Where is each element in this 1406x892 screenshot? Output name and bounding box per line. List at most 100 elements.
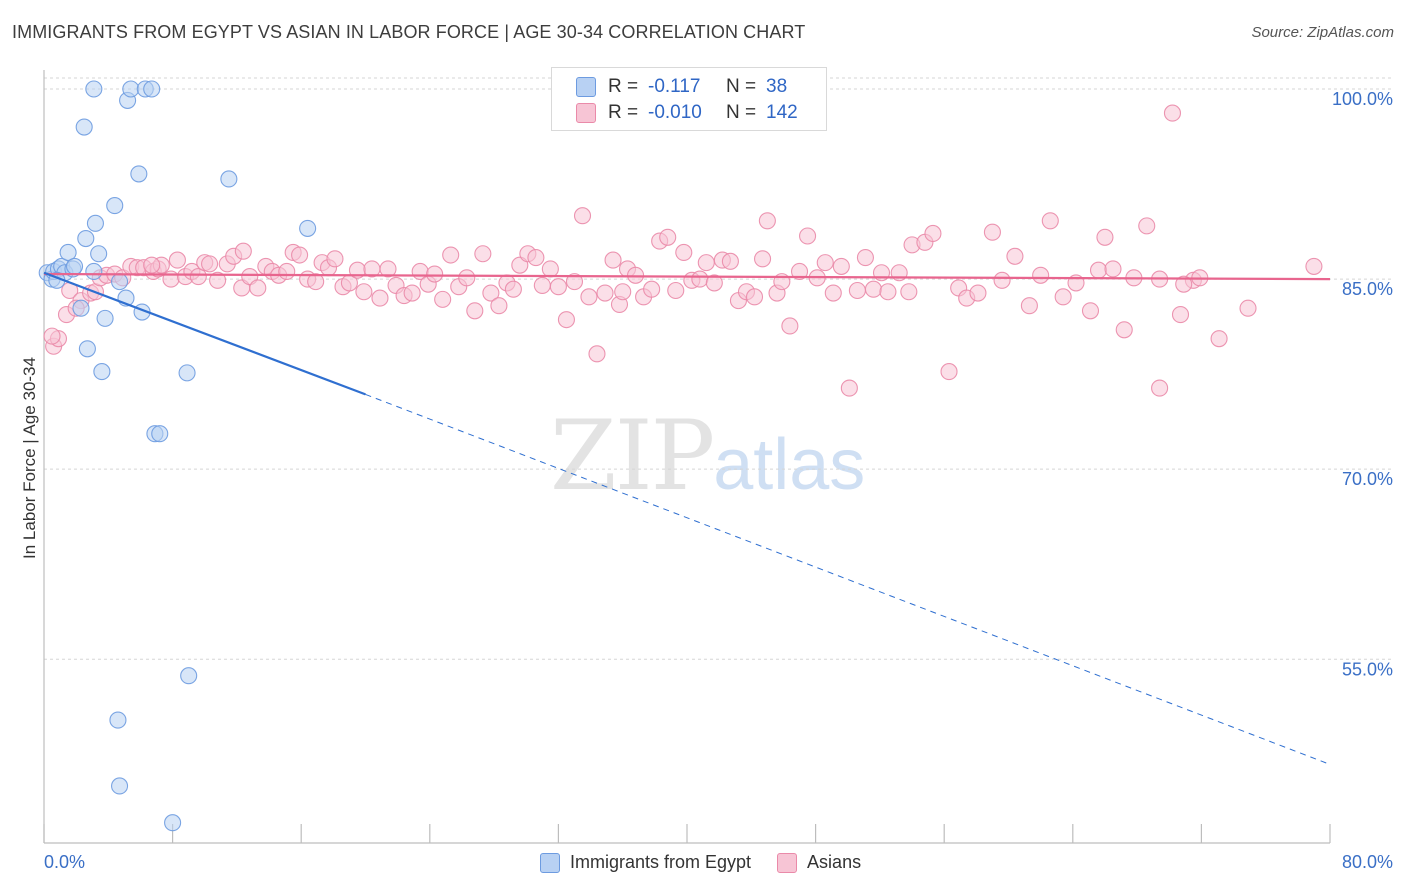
asians-point bbox=[824, 284, 842, 302]
egypt-point bbox=[85, 80, 103, 98]
asians-point bbox=[209, 271, 227, 289]
egypt-point bbox=[178, 364, 196, 382]
egypt-point bbox=[72, 299, 90, 317]
asians-point bbox=[614, 283, 632, 301]
asians-point bbox=[371, 289, 389, 307]
asians-point bbox=[993, 271, 1011, 289]
asians-point bbox=[1054, 288, 1072, 306]
legend-r-value: -0.010 bbox=[648, 102, 702, 123]
egypt-point bbox=[106, 197, 124, 215]
legend-r-label: R = bbox=[608, 102, 639, 123]
legend-item-asians[interactable]: Asians bbox=[777, 852, 861, 873]
asians-point bbox=[604, 251, 622, 269]
asians-point bbox=[1210, 330, 1228, 348]
asians-point bbox=[307, 273, 325, 291]
legend-swatch-blue bbox=[540, 852, 560, 873]
stats-legend: R = -0.117 N = 38 R = -0.010 N = 142 bbox=[551, 67, 827, 131]
asians-point bbox=[1171, 306, 1190, 324]
asians-point bbox=[1020, 297, 1038, 315]
asians-point bbox=[189, 268, 207, 286]
x-tick-label-min: 0.0% bbox=[44, 852, 86, 872]
asians-point bbox=[541, 260, 559, 278]
asians-point bbox=[426, 265, 444, 283]
axis-layer bbox=[43, 70, 1331, 844]
asians-point bbox=[249, 279, 267, 297]
asians-point bbox=[705, 274, 723, 292]
legend-label-egypt: Immigrants from Egypt bbox=[570, 852, 752, 872]
chart-source: Source: ZipAtlas.com bbox=[1251, 24, 1394, 41]
asians-point bbox=[588, 345, 606, 363]
asians-point bbox=[442, 246, 460, 264]
asians-point bbox=[143, 256, 161, 274]
asians-point bbox=[1096, 228, 1114, 246]
asians-point bbox=[482, 284, 500, 302]
egypt-point bbox=[96, 309, 114, 327]
asians-point bbox=[490, 297, 508, 315]
asians-point bbox=[466, 302, 484, 320]
asians-point bbox=[879, 283, 897, 301]
legend-swatch-pink bbox=[777, 852, 798, 873]
asians-point bbox=[754, 250, 772, 268]
asians-point bbox=[667, 281, 685, 300]
y-tick-label: 100.0% bbox=[1332, 89, 1393, 109]
asians-point bbox=[1239, 299, 1257, 317]
asians-point bbox=[234, 242, 252, 260]
asians-point bbox=[580, 288, 598, 306]
asians-point bbox=[983, 223, 1001, 241]
legend-n-label: N = bbox=[726, 102, 757, 123]
egypt-point bbox=[111, 273, 129, 291]
egypt-point bbox=[77, 229, 95, 248]
legend-row-asians: R = -0.010 N = 142 bbox=[576, 101, 798, 125]
egypt-point bbox=[78, 340, 96, 358]
legend-r-value: -0.117 bbox=[648, 76, 701, 97]
asians-point bbox=[201, 255, 219, 273]
asians-point bbox=[1041, 212, 1059, 230]
legend-n-label: N = bbox=[726, 76, 757, 97]
legend-label-asians: Asians bbox=[807, 852, 862, 872]
egypt-point bbox=[85, 262, 103, 281]
legend-item-egypt[interactable]: Immigrants from Egypt bbox=[540, 852, 751, 873]
asians-points bbox=[43, 104, 1323, 397]
egypt-point bbox=[164, 814, 182, 832]
asians-point bbox=[1032, 266, 1050, 284]
asians-point bbox=[781, 317, 799, 335]
asians-point bbox=[168, 251, 186, 269]
asians-point bbox=[549, 278, 567, 296]
legend-row-egypt: R = -0.117 N = 38 bbox=[576, 75, 787, 99]
legend-r-label: R = bbox=[608, 76, 639, 97]
asians-point bbox=[278, 262, 296, 281]
asians-point bbox=[291, 246, 309, 264]
asians-point bbox=[504, 280, 522, 298]
asians-point bbox=[403, 284, 421, 302]
asians-point bbox=[379, 260, 397, 278]
asians-point bbox=[969, 284, 987, 302]
asians-point bbox=[675, 243, 693, 262]
asians-point bbox=[924, 224, 942, 243]
y-tick-label: 55.0% bbox=[1342, 659, 1393, 679]
asians-point bbox=[326, 250, 344, 268]
asians-point bbox=[1089, 261, 1108, 279]
egypt-point bbox=[90, 245, 108, 263]
asians-point bbox=[1104, 260, 1122, 278]
egypt-point bbox=[59, 243, 77, 262]
asians-point bbox=[790, 262, 809, 281]
egypt-point bbox=[111, 777, 129, 795]
asians-point bbox=[856, 248, 874, 267]
asians-point bbox=[43, 327, 61, 345]
asians-point bbox=[1163, 104, 1182, 122]
chart-title: IMMIGRANTS FROM EGYPT VS ASIAN IN LABOR … bbox=[12, 22, 806, 42]
asians-point bbox=[527, 248, 545, 267]
asians-point bbox=[355, 283, 373, 301]
egypt-trend-line bbox=[43, 271, 366, 396]
asians-point bbox=[1151, 379, 1169, 397]
grid-layer bbox=[44, 77, 1392, 660]
asians-point bbox=[565, 273, 584, 291]
legend-n-value: 142 bbox=[766, 102, 798, 123]
egypt-trend-extension bbox=[365, 393, 1331, 765]
egypt-point bbox=[109, 711, 127, 729]
asians-point bbox=[1175, 275, 1193, 293]
egypt-point bbox=[75, 118, 93, 136]
asians-point bbox=[596, 284, 614, 302]
y-tick-label: 70.0% bbox=[1342, 469, 1393, 489]
egypt-point bbox=[220, 170, 238, 188]
